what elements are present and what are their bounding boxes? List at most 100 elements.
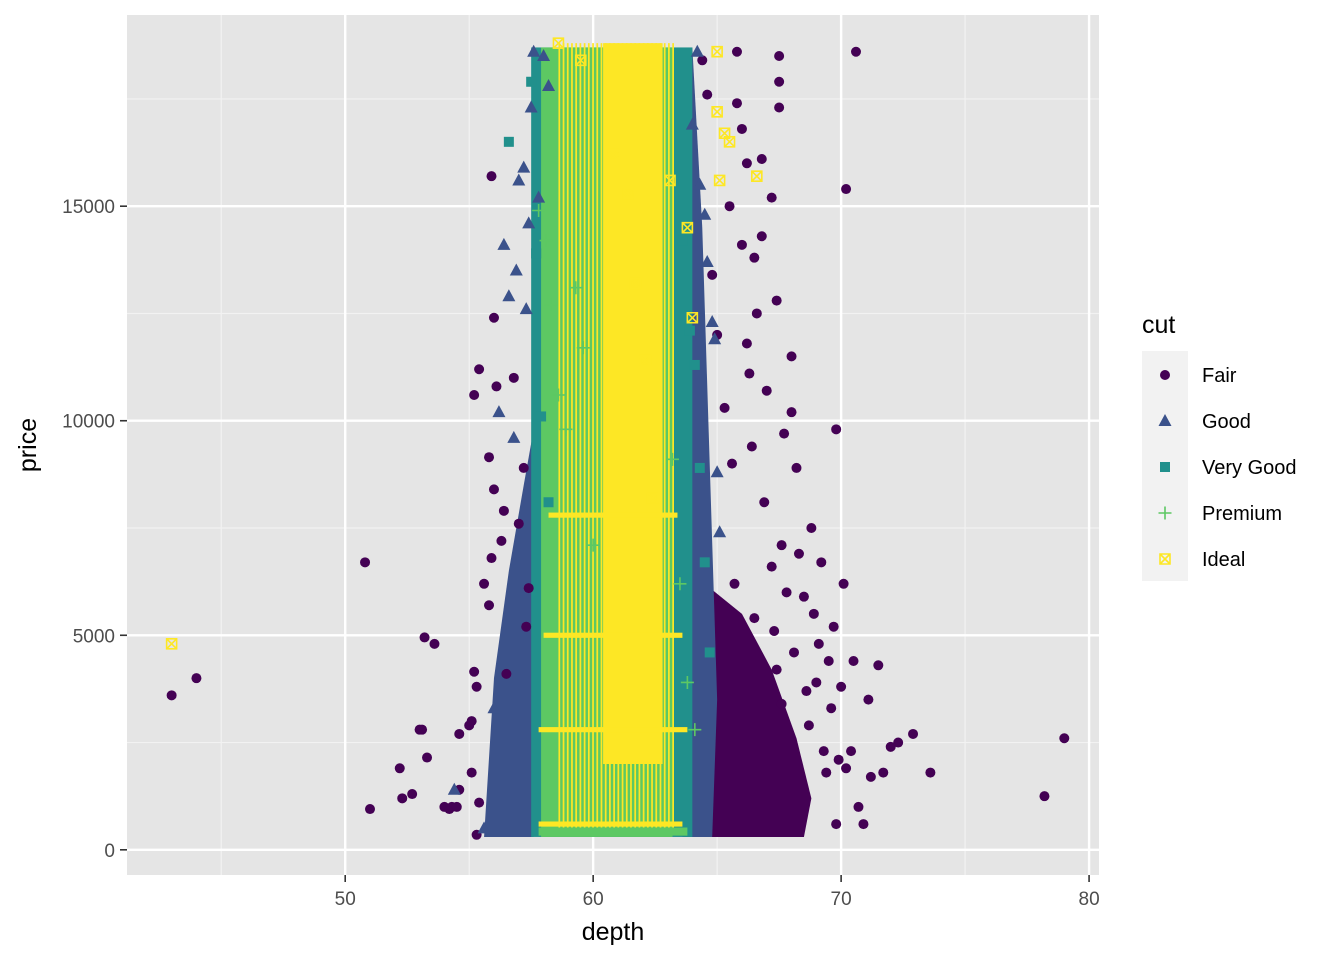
point-good xyxy=(710,465,724,478)
point-good xyxy=(685,117,699,130)
point-good xyxy=(542,79,556,92)
point-premium xyxy=(688,723,702,737)
point-good xyxy=(522,216,536,229)
y-tick-label: 10000 xyxy=(62,412,115,433)
density-streak-ideal xyxy=(562,43,565,835)
point-good xyxy=(708,332,722,345)
point-very-good xyxy=(536,411,547,422)
point-fair xyxy=(365,804,375,815)
point-ideal xyxy=(574,54,587,67)
density-streak-ideal xyxy=(663,43,666,835)
point-fair xyxy=(471,681,482,692)
point-fair xyxy=(484,452,495,463)
legend-label: Premium xyxy=(1202,503,1282,525)
point-fair xyxy=(360,557,371,568)
point-fair xyxy=(513,518,524,529)
point-premium xyxy=(551,388,565,402)
point-fair xyxy=(821,767,832,778)
point-fair xyxy=(831,819,842,830)
point-fair xyxy=(831,424,842,435)
point-fair xyxy=(908,728,919,739)
point-fair xyxy=(774,76,785,87)
point-fair xyxy=(798,591,809,602)
y-tick-label: 5000 xyxy=(73,626,115,647)
density-streak-ideal xyxy=(596,43,599,835)
point-good xyxy=(527,44,541,57)
point-fair xyxy=(724,201,735,212)
density-band-fair xyxy=(687,583,812,837)
point-fair xyxy=(523,583,534,594)
point-good xyxy=(700,254,714,267)
point-fair xyxy=(751,308,762,319)
point-fair xyxy=(811,677,822,688)
point-fair xyxy=(776,698,787,709)
point-fair xyxy=(474,797,485,808)
point-fair xyxy=(776,540,787,551)
point-fair xyxy=(756,153,767,164)
point-good xyxy=(532,190,546,203)
legend-item-ideal: Ideal xyxy=(1159,549,1245,571)
point-good xyxy=(524,100,538,113)
density-streak-ideal xyxy=(558,43,561,835)
point-fair xyxy=(719,402,730,413)
point-fair xyxy=(731,98,742,109)
point-good xyxy=(477,821,491,834)
point-ideal xyxy=(711,106,723,118)
point-fair xyxy=(766,192,777,203)
point-fair xyxy=(697,55,708,66)
point-premium xyxy=(569,281,583,295)
point-premium xyxy=(673,577,687,591)
density-streak-ideal xyxy=(575,43,578,835)
point-very-good xyxy=(689,359,700,370)
point-fair xyxy=(759,497,770,508)
point-fair xyxy=(838,578,849,589)
point-fair xyxy=(521,621,532,632)
point-good xyxy=(487,701,501,714)
point-very-good xyxy=(677,235,688,246)
point-good xyxy=(517,160,531,173)
point-fair xyxy=(766,561,777,572)
point-premium xyxy=(539,234,553,248)
point-good xyxy=(509,263,523,276)
point-good xyxy=(690,44,704,57)
point-fair xyxy=(774,102,785,113)
point-very-good xyxy=(694,462,705,473)
point-fair xyxy=(741,158,752,169)
density-band-good-left xyxy=(484,429,534,837)
density-streak-ideal xyxy=(587,43,590,835)
legend-item-very-good: Very Good xyxy=(1160,457,1297,479)
density-streak-ideal xyxy=(600,43,603,835)
point-very-good xyxy=(503,136,514,147)
point-good xyxy=(507,430,521,443)
point-fair xyxy=(394,763,405,774)
point-fair xyxy=(828,621,839,632)
point-ideal xyxy=(681,221,694,234)
point-fair xyxy=(451,801,462,812)
point-fair xyxy=(823,656,834,667)
point-fair xyxy=(853,801,864,812)
point-fair xyxy=(846,746,857,757)
point-very-good xyxy=(526,76,537,87)
point-fair xyxy=(1039,791,1050,802)
point-fair xyxy=(729,578,740,589)
density-row-ideal xyxy=(538,727,688,733)
point-fair xyxy=(816,557,827,568)
density-streak-ideal xyxy=(668,43,670,835)
point-good xyxy=(447,782,461,795)
point-ideal xyxy=(751,170,763,182)
density-bands xyxy=(484,43,812,837)
point-fair xyxy=(488,312,499,323)
density-row-ideal xyxy=(543,632,683,638)
point-fair xyxy=(479,578,490,589)
density-row-ideal xyxy=(548,512,678,518)
point-ideal xyxy=(622,187,634,200)
point-premium xyxy=(576,341,590,355)
point-fair xyxy=(731,46,742,57)
point-fair xyxy=(707,269,718,280)
point-fair xyxy=(749,252,760,263)
point-very-good xyxy=(704,647,715,658)
point-good xyxy=(497,237,511,250)
point-premium xyxy=(680,675,694,689)
point-good xyxy=(713,525,727,538)
point-ideal xyxy=(664,174,676,187)
